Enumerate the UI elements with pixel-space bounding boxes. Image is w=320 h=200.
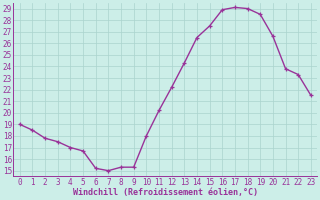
X-axis label: Windchill (Refroidissement éolien,°C): Windchill (Refroidissement éolien,°C) <box>73 188 258 197</box>
